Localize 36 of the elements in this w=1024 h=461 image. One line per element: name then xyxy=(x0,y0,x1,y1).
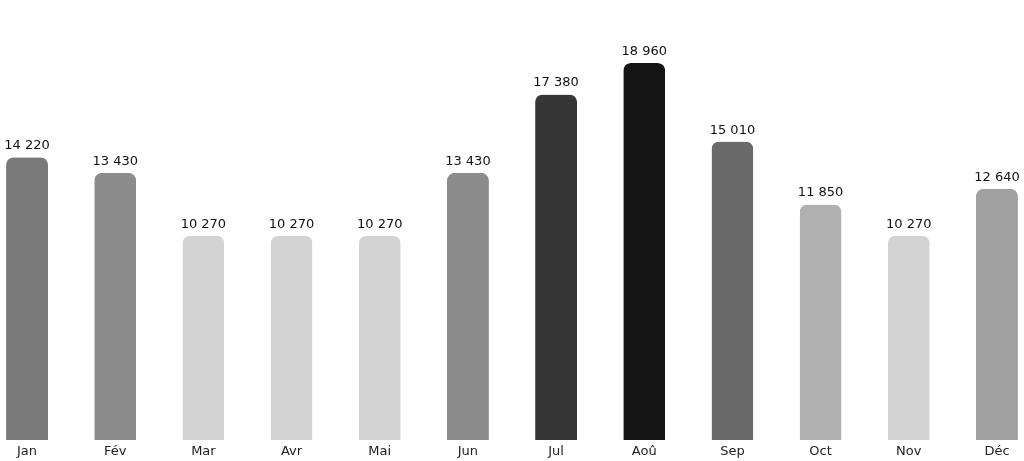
data-label: 15 010 xyxy=(709,121,756,137)
x-tick-label: Nov xyxy=(896,442,922,458)
data-label: 13 430 xyxy=(445,152,491,168)
bar xyxy=(6,157,49,440)
bar xyxy=(182,235,225,440)
data-label: 17 380 xyxy=(533,74,579,90)
data-label: 12 640 xyxy=(974,168,1020,184)
data-label: 18 960 xyxy=(621,43,668,58)
data-label: 10 270 xyxy=(268,215,315,231)
bar xyxy=(535,94,578,440)
x-tick-label: Fév xyxy=(103,442,127,458)
x-tick-label: Jul xyxy=(547,442,564,458)
x-tick-label: Sep xyxy=(720,442,745,458)
x-tick-label: Avr xyxy=(280,442,303,458)
x-tick-label: Déc xyxy=(984,442,1010,458)
data-label: 10 270 xyxy=(886,215,932,231)
bar xyxy=(446,172,489,440)
bar xyxy=(623,63,666,440)
data-label: 14 220 xyxy=(4,137,50,153)
x-tick-label: Oct xyxy=(809,442,832,458)
bar xyxy=(358,235,401,440)
bar xyxy=(270,235,313,440)
data-label: 10 270 xyxy=(356,215,403,231)
data-label: 13 430 xyxy=(92,152,138,168)
bar xyxy=(975,188,1018,440)
bar xyxy=(887,235,930,440)
x-tick-label: Jun xyxy=(456,442,479,458)
x-tick-label: Mar xyxy=(191,442,217,458)
x-tick-label: Mai xyxy=(368,442,392,458)
x-tick-label: Aoû xyxy=(631,442,657,458)
bar xyxy=(94,172,137,440)
data-label: 11 850 xyxy=(797,184,844,200)
data-label: 10 270 xyxy=(180,215,227,231)
bar xyxy=(711,141,754,440)
bar xyxy=(799,204,842,440)
x-tick-label: Jan xyxy=(16,442,38,458)
